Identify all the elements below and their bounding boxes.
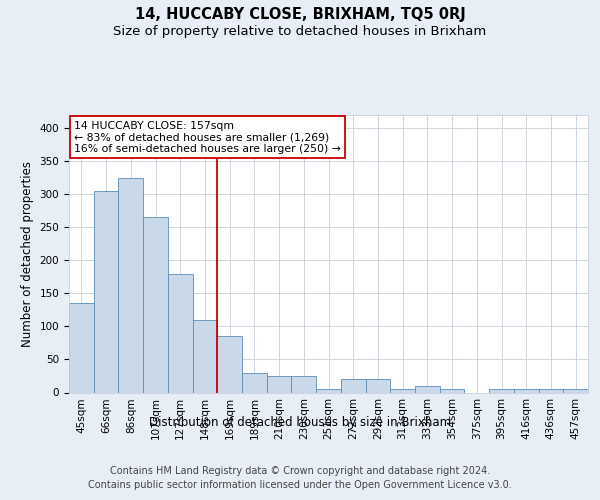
Bar	[242, 372, 267, 392]
Bar	[143, 218, 168, 392]
Bar	[94, 191, 118, 392]
Bar	[563, 389, 588, 392]
Bar	[390, 389, 415, 392]
Text: Distribution of detached houses by size in Brixham: Distribution of detached houses by size …	[149, 416, 451, 429]
Bar	[69, 304, 94, 392]
Bar	[440, 389, 464, 392]
Text: Size of property relative to detached houses in Brixham: Size of property relative to detached ho…	[113, 25, 487, 38]
Bar	[415, 386, 440, 392]
Bar	[341, 380, 365, 392]
Bar	[118, 178, 143, 392]
Bar	[267, 376, 292, 392]
Y-axis label: Number of detached properties: Number of detached properties	[21, 161, 34, 347]
Text: 14 HUCCABY CLOSE: 157sqm
← 83% of detached houses are smaller (1,269)
16% of sem: 14 HUCCABY CLOSE: 157sqm ← 83% of detach…	[74, 120, 341, 154]
Bar	[514, 389, 539, 392]
Text: Contains public sector information licensed under the Open Government Licence v3: Contains public sector information licen…	[88, 480, 512, 490]
Bar	[168, 274, 193, 392]
Bar	[489, 389, 514, 392]
Bar	[539, 389, 563, 392]
Bar	[193, 320, 217, 392]
Bar	[217, 336, 242, 392]
Bar	[316, 389, 341, 392]
Text: Contains HM Land Registry data © Crown copyright and database right 2024.: Contains HM Land Registry data © Crown c…	[110, 466, 490, 476]
Bar	[365, 380, 390, 392]
Bar	[292, 376, 316, 392]
Text: 14, HUCCABY CLOSE, BRIXHAM, TQ5 0RJ: 14, HUCCABY CLOSE, BRIXHAM, TQ5 0RJ	[134, 8, 466, 22]
